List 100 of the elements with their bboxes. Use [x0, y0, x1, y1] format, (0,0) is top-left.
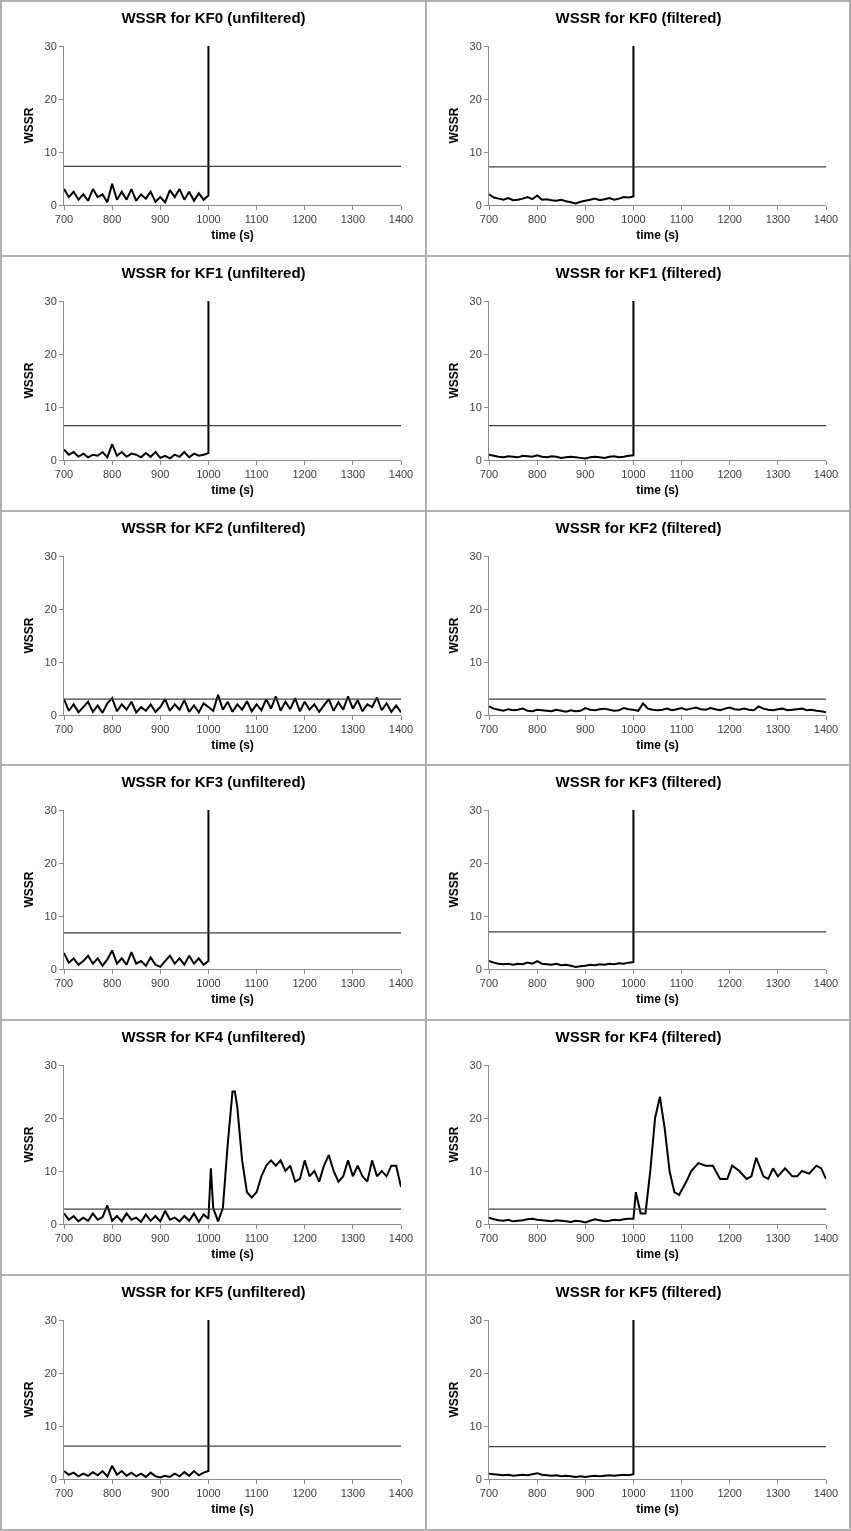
y-tick-label: 20	[44, 1367, 57, 1380]
y-tick-label: 20	[44, 1112, 57, 1125]
x-tick-label: 1200	[292, 1232, 317, 1245]
y-axis-title: WSSR	[446, 1381, 461, 1418]
y-tick-label: 0	[50, 453, 57, 466]
x-tick-label: 1100	[669, 722, 693, 735]
x-tick-label: 1300	[765, 468, 790, 481]
x-tick-label: 1100	[244, 468, 269, 481]
y-tick-label: 10	[469, 1420, 482, 1433]
x-tick-label: 700	[54, 722, 74, 735]
chart-title: WSSR for KF0 (unfiltered)	[121, 8, 306, 26]
y-tick-label: 20	[469, 602, 482, 615]
y-tick-label: 10	[469, 400, 482, 413]
y-tick-label: 30	[469, 549, 482, 562]
x-tick-label: 700	[479, 468, 498, 481]
y-tick-label: 10	[44, 655, 57, 668]
x-tick-label: 1200	[292, 1487, 317, 1500]
x-tick-label: 1000	[196, 977, 221, 990]
x-tick-label: 800	[102, 468, 122, 481]
x-tick-label: 900	[151, 977, 170, 990]
y-tick-label: 30	[469, 294, 482, 307]
x-tick-label: 1300	[340, 977, 366, 990]
x-tick-label: 1100	[669, 1232, 693, 1245]
x-tick-label: 1100	[244, 1232, 269, 1245]
x-axis-title: time (s)	[211, 992, 254, 1007]
x-tick-label: 1300	[765, 1487, 790, 1500]
y-tick-label: 0	[475, 1218, 482, 1231]
x-tick-label: 700	[479, 1487, 498, 1500]
x-axis-title: time (s)	[211, 1247, 254, 1262]
x-tick-label: 900	[575, 722, 594, 735]
y-axis-title: WSSR	[21, 871, 36, 908]
y-tick-label: 20	[469, 1112, 482, 1125]
y-axis-title: WSSR	[446, 107, 461, 144]
chart-title: WSSR for KF5 (filtered)	[555, 1282, 721, 1300]
x-tick-label: 700	[54, 213, 74, 226]
y-tick-label: 0	[50, 1473, 57, 1486]
x-axis-title: time (s)	[635, 737, 679, 752]
y-tick-label: 30	[44, 1059, 57, 1072]
x-tick-label: 1300	[340, 1487, 366, 1500]
x-tick-label: 1000	[620, 213, 646, 226]
x-tick-label: 800	[102, 1232, 122, 1245]
y-axis-title: WSSR	[21, 1126, 36, 1163]
x-tick-label: 800	[102, 1487, 122, 1500]
y-tick-label: 10	[44, 400, 57, 413]
y-axis-title: WSSR	[446, 361, 461, 399]
y-tick-label: 20	[469, 1367, 482, 1380]
chart-title: WSSR for KF2 (filtered)	[555, 518, 721, 536]
y-axis-title: WSSR	[446, 871, 461, 908]
x-axis-title: time (s)	[211, 228, 254, 243]
y-tick-label: 0	[475, 198, 482, 211]
x-tick-label: 1300	[340, 213, 366, 226]
x-tick-label: 700	[479, 213, 498, 226]
x-tick-label: 1100	[669, 213, 693, 226]
x-tick-label: 700	[479, 722, 498, 735]
y-tick-label: 10	[44, 1420, 57, 1433]
y-tick-label: 20	[469, 857, 482, 870]
x-tick-label: 900	[575, 977, 594, 990]
x-tick-label: 800	[102, 977, 122, 990]
x-tick-label: 1000	[196, 1232, 221, 1245]
x-tick-label: 800	[102, 213, 122, 226]
y-tick-label: 20	[44, 92, 57, 105]
y-tick-label: 0	[50, 963, 57, 976]
x-tick-label: 1200	[716, 213, 742, 226]
y-tick-label: 20	[469, 92, 482, 105]
x-tick-label: 1000	[620, 1487, 646, 1500]
y-tick-label: 30	[469, 804, 482, 817]
y-tick-label: 30	[469, 1314, 482, 1327]
x-tick-label: 700	[479, 1232, 498, 1245]
x-tick-label: 1000	[196, 722, 221, 735]
x-tick-label: 1400	[813, 1487, 838, 1500]
y-axis-title: WSSR	[21, 361, 36, 399]
x-axis-title: time (s)	[635, 1247, 679, 1262]
x-tick-label: 1400	[813, 1232, 838, 1245]
x-tick-label: 1400	[388, 977, 414, 990]
y-tick-label: 30	[44, 39, 57, 52]
x-tick-label: 1200	[292, 722, 317, 735]
x-tick-label: 1400	[388, 1232, 414, 1245]
chart-title: WSSR for KF2 (unfiltered)	[121, 518, 306, 536]
y-tick-label: 0	[475, 963, 482, 976]
x-tick-label: 900	[151, 213, 170, 226]
x-tick-label: 1000	[620, 977, 646, 990]
y-tick-label: 30	[44, 804, 57, 817]
x-tick-label: 900	[575, 468, 594, 481]
y-tick-label: 20	[469, 347, 482, 360]
x-tick-label: 1300	[340, 1232, 366, 1245]
x-tick-label: 1300	[765, 213, 790, 226]
x-tick-label: 700	[479, 977, 498, 990]
x-tick-label: 700	[54, 1232, 74, 1245]
y-tick-label: 10	[44, 910, 57, 923]
x-tick-label: 1400	[388, 213, 414, 226]
x-tick-label: 1200	[716, 1487, 742, 1500]
x-tick-label: 1200	[716, 722, 742, 735]
chart-title: WSSR for KF4 (filtered)	[555, 1027, 721, 1045]
y-tick-label: 30	[44, 1314, 57, 1327]
y-tick-label: 10	[469, 145, 482, 158]
x-tick-label: 1300	[765, 977, 790, 990]
x-tick-label: 1300	[340, 722, 366, 735]
x-tick-label: 800	[527, 722, 546, 735]
x-tick-label: 1000	[196, 1487, 221, 1500]
y-tick-label: 30	[44, 294, 57, 307]
